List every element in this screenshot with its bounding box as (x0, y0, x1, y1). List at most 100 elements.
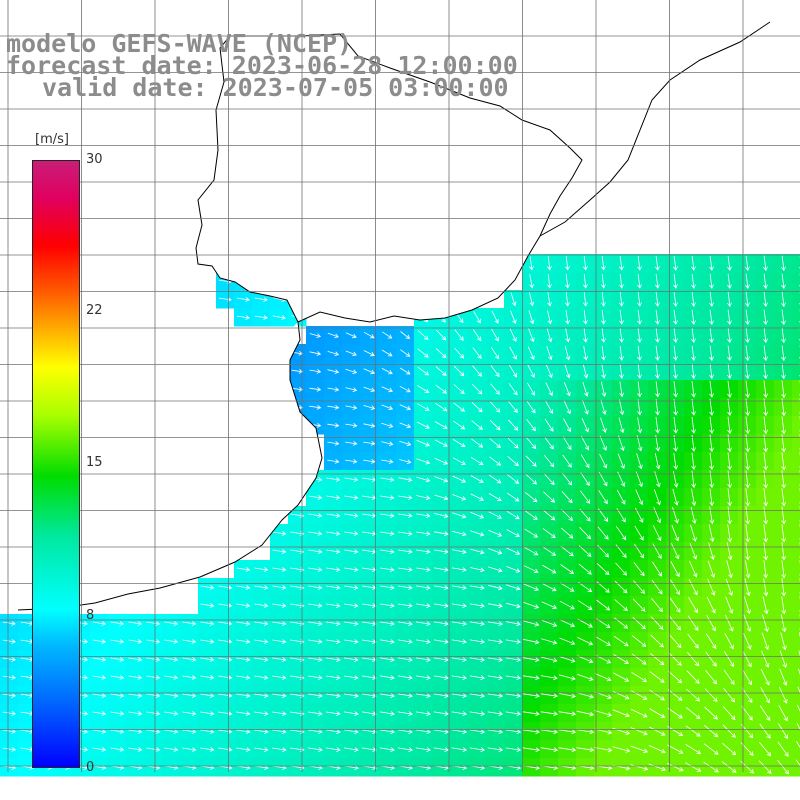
wind-arrow (452, 439, 466, 447)
wind-arrow (236, 639, 251, 644)
wind-arrow (601, 291, 606, 307)
wind-arrow (741, 687, 753, 703)
colorbar (32, 160, 80, 768)
wind-arrow (709, 345, 714, 362)
wind-arrow (2, 621, 16, 626)
wind-arrow (781, 255, 786, 272)
wind-arrow (763, 416, 769, 435)
wind-arrow (558, 674, 576, 681)
wind-arrow (667, 689, 683, 701)
wind-arrow (272, 639, 287, 644)
wind-arrow (505, 675, 522, 680)
wind-arrow (361, 693, 377, 698)
wind-arrow (200, 675, 215, 680)
wind-arrow (522, 729, 540, 735)
wind-arrow (596, 599, 611, 611)
wind-arrow (471, 420, 484, 430)
wind-arrow (397, 711, 413, 716)
wind-arrow (451, 657, 467, 662)
wind-arrow (796, 741, 800, 749)
wind-arrow (469, 675, 485, 680)
wind-arrow (308, 675, 323, 680)
wind-arrow (379, 711, 395, 716)
wind-arrow (508, 383, 518, 396)
wind-arrow (379, 657, 395, 662)
wind-arrow (146, 621, 161, 626)
wind-arrow (236, 585, 251, 590)
wind-arrow (763, 470, 769, 489)
wind-arrow (685, 743, 702, 755)
wind-arrow (451, 621, 467, 626)
wind-arrow (690, 524, 697, 542)
wind-arrow (648, 763, 667, 772)
wind-arrow (254, 315, 268, 320)
wind-arrow (380, 549, 395, 554)
wind-arrow (583, 327, 588, 343)
wind-arrow (762, 596, 769, 615)
wind-arrow (655, 381, 660, 398)
wind-arrow (745, 470, 751, 489)
wind-arrow (326, 639, 341, 644)
wind-arrow (632, 635, 647, 647)
wind-arrow (797, 686, 800, 694)
wind-arrow (669, 597, 681, 613)
wind-arrow (128, 711, 143, 716)
wind-arrow (308, 711, 323, 716)
wind-arrow (327, 387, 340, 392)
wind-arrow (399, 404, 412, 411)
wind-arrow (727, 380, 732, 398)
wind-arrow (780, 614, 787, 633)
wind-arrow (308, 495, 323, 500)
wind-arrow (182, 639, 197, 644)
wind-arrow (582, 364, 589, 379)
wind-arrow (758, 760, 772, 774)
wind-arrow (778, 723, 788, 740)
wind-arrow (727, 345, 732, 362)
wind-arrow (487, 621, 503, 626)
wind-arrow (415, 657, 431, 662)
wind-arrow (308, 603, 323, 608)
wind-arrow (451, 711, 467, 716)
wind-arrow (529, 256, 534, 271)
wind-arrow (326, 477, 341, 482)
wind-arrow (706, 596, 716, 614)
wind-arrow (487, 747, 504, 752)
wind-arrow (343, 729, 359, 734)
wind-arrow (579, 527, 592, 540)
wind-arrow (164, 639, 179, 644)
wind-arrow (781, 273, 786, 290)
wind-arrow (565, 274, 570, 289)
wind-arrow (399, 459, 412, 464)
wind-arrow (763, 506, 769, 525)
wind-arrow (433, 567, 449, 572)
wind-arrow (540, 729, 559, 735)
wind-arrow (291, 368, 304, 374)
wind-arrow (527, 364, 535, 378)
wind-arrow (92, 729, 107, 734)
wind-arrow (182, 711, 197, 716)
wind-arrow (415, 729, 431, 734)
wind-arrow (472, 347, 482, 360)
wind-arrow (453, 365, 465, 377)
wind-arrow (415, 585, 431, 590)
wind-arrow (218, 675, 233, 680)
wind-arrow (506, 547, 521, 555)
wind-arrow (182, 621, 197, 626)
wind-arrow (709, 416, 714, 434)
wind-arrow (546, 328, 553, 343)
wind-arrow (164, 621, 179, 626)
wind-arrow (673, 345, 678, 361)
wind-arrow (218, 621, 233, 626)
wind-arrow (451, 675, 467, 680)
wind-speed-cell (792, 542, 800, 561)
wind-arrow (308, 657, 323, 662)
wind-arrow (617, 453, 625, 470)
wind-arrow (763, 255, 768, 272)
wind-arrow (759, 723, 771, 739)
wind-arrow (598, 490, 608, 505)
wind-arrow (508, 419, 519, 431)
wind-arrow (565, 256, 570, 271)
wind-arrow (631, 690, 648, 700)
wind-arrow (164, 675, 179, 680)
wind-arrow (218, 747, 233, 752)
